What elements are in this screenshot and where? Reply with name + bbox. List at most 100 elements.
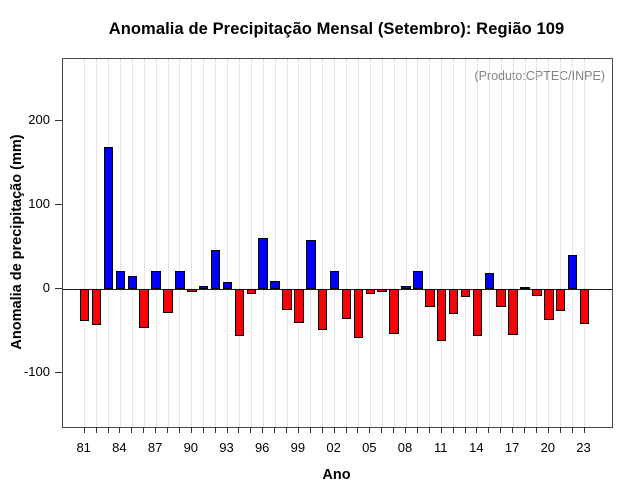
gridline xyxy=(548,59,550,427)
bar-2003 xyxy=(341,289,352,320)
bar-2016 xyxy=(496,289,506,307)
gridline xyxy=(131,59,133,427)
x-tick xyxy=(333,427,335,433)
x-tick xyxy=(178,427,180,433)
y-tick-label: 100 xyxy=(28,196,50,212)
x-tick xyxy=(464,427,466,433)
bar-2014 xyxy=(472,289,483,336)
bar-1986 xyxy=(139,289,149,329)
x-tick xyxy=(369,427,371,433)
gridline xyxy=(512,59,514,427)
gridline xyxy=(584,59,585,427)
bar-2020 xyxy=(544,289,554,320)
bar-2023 xyxy=(579,289,590,325)
gridline xyxy=(167,59,169,427)
gridline xyxy=(191,59,193,427)
x-tick xyxy=(416,427,418,433)
gridline xyxy=(346,59,347,427)
bar-1983 xyxy=(103,146,114,289)
gridline xyxy=(453,59,455,427)
x-tick xyxy=(83,427,85,433)
gridline xyxy=(143,59,145,427)
x-tick xyxy=(405,427,406,433)
bar-2010 xyxy=(425,289,435,307)
gridline xyxy=(560,59,562,427)
x-tick xyxy=(202,427,204,433)
x-tick xyxy=(274,427,276,433)
gridline xyxy=(393,59,395,427)
bar-2013 xyxy=(460,289,471,298)
x-tick-label: 84 xyxy=(112,440,127,455)
bar-2022 xyxy=(567,255,578,289)
x-tick-label: 02 xyxy=(326,440,341,455)
bar-2011 xyxy=(436,289,447,341)
bar-2021 xyxy=(555,289,566,311)
bar-2008 xyxy=(401,286,411,289)
gridline xyxy=(357,59,359,427)
x-tick xyxy=(262,427,264,433)
y-axis-title: Anomalia de precipitação (mm) xyxy=(9,134,25,350)
gridline xyxy=(465,59,466,427)
y-tick-label: 0 xyxy=(42,280,50,295)
bar-2015 xyxy=(484,273,495,289)
x-tick xyxy=(250,427,252,433)
x-tick xyxy=(190,427,192,433)
gridline xyxy=(155,59,157,427)
gridline xyxy=(500,59,502,427)
x-tick-label: 81 xyxy=(76,440,91,455)
bar-1987 xyxy=(151,271,161,289)
x-tick xyxy=(143,427,145,433)
bar-1991 xyxy=(198,286,209,289)
x-tick xyxy=(476,427,478,433)
gridline xyxy=(369,59,371,427)
x-tick-label: 99 xyxy=(290,440,306,455)
gridline xyxy=(322,59,324,427)
bar-2012 xyxy=(448,289,459,315)
x-tick xyxy=(428,427,430,433)
y-tick xyxy=(55,204,62,206)
x-tick xyxy=(512,427,514,433)
y-tick xyxy=(55,371,62,373)
gridline xyxy=(119,59,121,427)
x-tick xyxy=(131,427,133,433)
x-tick xyxy=(155,427,157,433)
bar-1985 xyxy=(127,275,138,289)
bar-2002 xyxy=(329,270,340,289)
bar-1999 xyxy=(294,289,304,324)
bar-1992 xyxy=(210,249,221,289)
bar-2006 xyxy=(377,289,387,293)
y-tick-label: -100 xyxy=(23,363,50,379)
y-tick xyxy=(55,120,62,122)
product-annotation: (Produto:CPTEC/INPE) xyxy=(474,69,605,83)
bar-2009 xyxy=(413,270,423,289)
x-tick xyxy=(214,427,216,433)
bar-2018 xyxy=(520,287,530,290)
bar-1982 xyxy=(91,289,102,326)
x-tick-label: 90 xyxy=(183,440,199,455)
gridline xyxy=(250,59,252,427)
gridline xyxy=(429,59,431,427)
gridline xyxy=(203,59,205,427)
x-tick-label: 20 xyxy=(540,440,556,455)
gridline xyxy=(84,59,86,427)
bar-1995 xyxy=(246,289,257,295)
gridline xyxy=(96,59,98,427)
y-tick-label: 200 xyxy=(28,112,50,128)
x-tick-label: 93 xyxy=(219,440,234,455)
x-tick-label: 11 xyxy=(433,440,448,455)
gridline xyxy=(488,59,490,427)
x-tick-label: 05 xyxy=(362,440,377,455)
gridline xyxy=(476,59,478,427)
gridline xyxy=(227,59,228,427)
x-tick xyxy=(95,427,97,433)
x-tick-label: 87 xyxy=(147,440,163,455)
gridline xyxy=(179,59,181,427)
x-tick xyxy=(167,427,168,433)
zero-line xyxy=(63,288,612,290)
bar-1981 xyxy=(79,289,90,321)
x-tick xyxy=(559,427,561,433)
x-tick xyxy=(488,427,490,433)
x-tick xyxy=(357,427,359,433)
bar-2005 xyxy=(365,289,376,295)
gridline xyxy=(572,59,574,427)
